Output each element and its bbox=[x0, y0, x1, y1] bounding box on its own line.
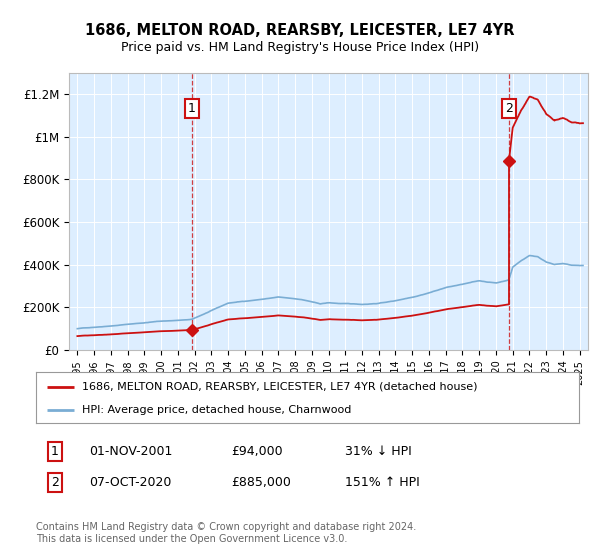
Text: 2: 2 bbox=[505, 102, 513, 115]
Text: Contains HM Land Registry data © Crown copyright and database right 2024.
This d: Contains HM Land Registry data © Crown c… bbox=[36, 522, 416, 544]
Text: £885,000: £885,000 bbox=[231, 476, 291, 489]
Text: HPI: Average price, detached house, Charnwood: HPI: Average price, detached house, Char… bbox=[82, 405, 352, 415]
Text: 31% ↓ HPI: 31% ↓ HPI bbox=[345, 445, 412, 458]
Text: 1: 1 bbox=[188, 102, 196, 115]
Text: 1: 1 bbox=[51, 445, 59, 458]
Text: 07-OCT-2020: 07-OCT-2020 bbox=[89, 476, 171, 489]
Text: 1686, MELTON ROAD, REARSBY, LEICESTER, LE7 4YR: 1686, MELTON ROAD, REARSBY, LEICESTER, L… bbox=[85, 24, 515, 38]
Text: 2: 2 bbox=[51, 476, 59, 489]
Text: 151% ↑ HPI: 151% ↑ HPI bbox=[345, 476, 420, 489]
Text: 1686, MELTON ROAD, REARSBY, LEICESTER, LE7 4YR (detached house): 1686, MELTON ROAD, REARSBY, LEICESTER, L… bbox=[82, 381, 478, 391]
Text: Price paid vs. HM Land Registry's House Price Index (HPI): Price paid vs. HM Land Registry's House … bbox=[121, 41, 479, 54]
Text: £94,000: £94,000 bbox=[231, 445, 283, 458]
Text: 01-NOV-2001: 01-NOV-2001 bbox=[89, 445, 172, 458]
